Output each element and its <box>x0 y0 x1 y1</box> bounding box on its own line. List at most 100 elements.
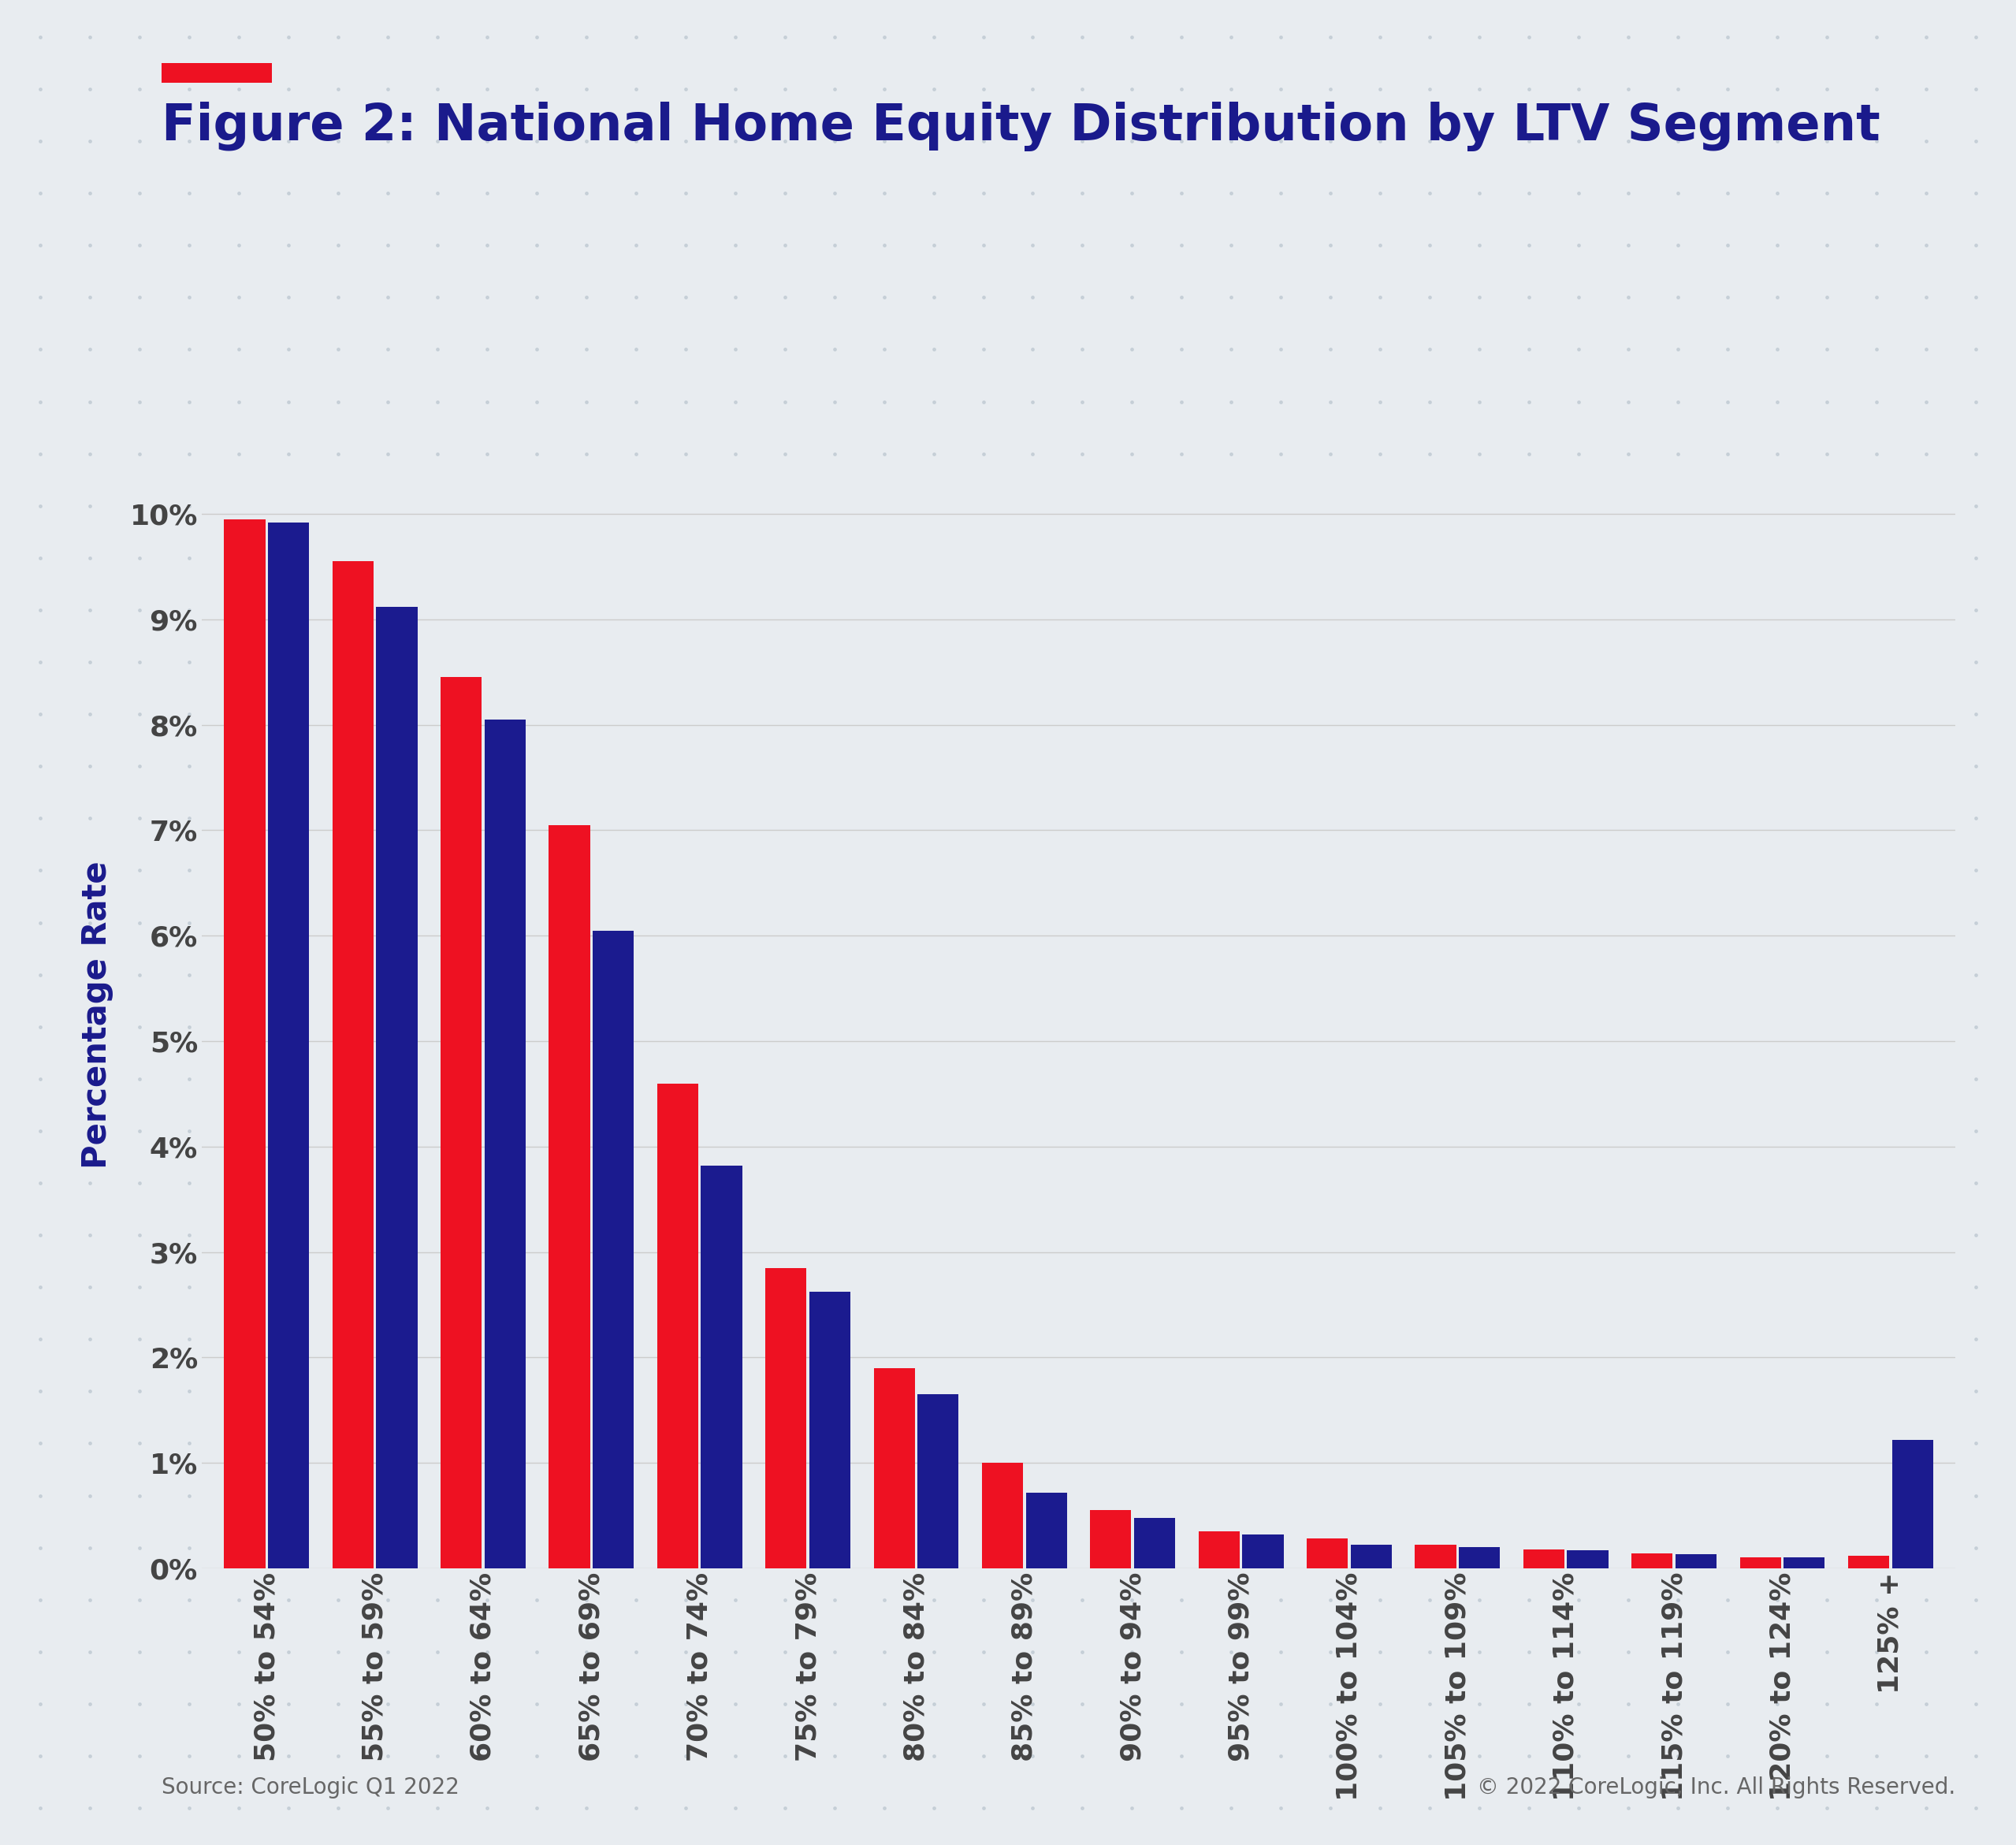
Point <box>371 1482 403 1511</box>
Point <box>867 1428 899 1458</box>
Point <box>867 439 899 469</box>
Point <box>1216 231 1248 260</box>
Point <box>1613 1273 1645 1303</box>
Point <box>768 542 800 572</box>
Bar <box>1524 1550 1564 1568</box>
Point <box>222 1273 254 1303</box>
Point <box>1762 699 1794 729</box>
Point <box>222 1220 254 1249</box>
Point <box>669 439 702 469</box>
Point <box>1810 125 1843 155</box>
Point <box>1512 1065 1544 1094</box>
Point <box>1562 1533 1595 1563</box>
Point <box>1314 22 1347 52</box>
Point <box>917 1011 950 1041</box>
Point <box>323 1116 355 1146</box>
Point <box>1762 804 1794 834</box>
Point <box>1661 22 1693 52</box>
Point <box>571 387 603 417</box>
Point <box>917 282 950 312</box>
Point <box>1464 439 1496 469</box>
Point <box>1909 439 1941 469</box>
Point <box>323 1168 355 1197</box>
Point <box>1117 1533 1149 1563</box>
Point <box>1661 1585 1693 1614</box>
Point <box>371 1793 403 1823</box>
Point <box>669 1742 702 1771</box>
Point <box>1661 596 1693 625</box>
Point <box>867 1793 899 1823</box>
Point <box>968 804 1000 834</box>
Point <box>472 1376 504 1406</box>
Point <box>421 1585 454 1614</box>
Point <box>1960 125 1992 155</box>
Point <box>1960 804 1992 834</box>
Point <box>371 542 403 572</box>
Point <box>371 1220 403 1249</box>
Point <box>619 1428 651 1458</box>
Point <box>1762 179 1794 208</box>
Point <box>1365 959 1397 989</box>
Point <box>768 74 800 103</box>
Point <box>24 648 56 677</box>
Point <box>818 231 851 260</box>
Point <box>768 648 800 677</box>
Point <box>1909 1011 1941 1041</box>
Point <box>669 804 702 834</box>
Point <box>1712 1533 1744 1563</box>
Point <box>1216 179 1248 208</box>
Point <box>520 1482 552 1511</box>
Point <box>272 1793 304 1823</box>
Point <box>968 125 1000 155</box>
Point <box>1960 648 1992 677</box>
Point <box>768 387 800 417</box>
Point <box>75 179 107 208</box>
Point <box>1613 387 1645 417</box>
Point <box>1365 179 1397 208</box>
Point <box>669 1325 702 1354</box>
Point <box>818 387 851 417</box>
Point <box>173 1220 206 1249</box>
Point <box>669 1273 702 1303</box>
Point <box>1264 1585 1296 1614</box>
Point <box>1413 1011 1445 1041</box>
Point <box>1810 1065 1843 1094</box>
Point <box>768 125 800 155</box>
Point <box>1117 804 1149 834</box>
Point <box>323 491 355 520</box>
Point <box>968 387 1000 417</box>
Point <box>720 856 752 886</box>
Point <box>272 908 304 937</box>
Point <box>75 1533 107 1563</box>
Point <box>1712 387 1744 417</box>
Point <box>1464 1376 1496 1406</box>
Point <box>1960 1637 1992 1666</box>
Point <box>173 1325 206 1354</box>
Bar <box>808 1291 851 1568</box>
Point <box>1960 1273 1992 1303</box>
Point <box>1464 908 1496 937</box>
Point <box>968 648 1000 677</box>
Point <box>1066 22 1099 52</box>
Point <box>1762 1533 1794 1563</box>
Point <box>421 1793 454 1823</box>
Point <box>1066 751 1099 780</box>
Point <box>1562 491 1595 520</box>
Point <box>1264 1533 1296 1563</box>
Point <box>323 699 355 729</box>
Point <box>1314 491 1347 520</box>
Point <box>1810 1116 1843 1146</box>
Point <box>222 125 254 155</box>
Point <box>1413 22 1445 52</box>
Point <box>1016 1273 1048 1303</box>
Point <box>1413 1065 1445 1094</box>
Point <box>1810 1585 1843 1614</box>
Point <box>1365 231 1397 260</box>
Point <box>867 699 899 729</box>
Point <box>1960 1585 1992 1614</box>
Point <box>323 334 355 363</box>
Point <box>1960 1220 1992 1249</box>
Point <box>1810 387 1843 417</box>
Point <box>867 1637 899 1666</box>
Point <box>768 439 800 469</box>
